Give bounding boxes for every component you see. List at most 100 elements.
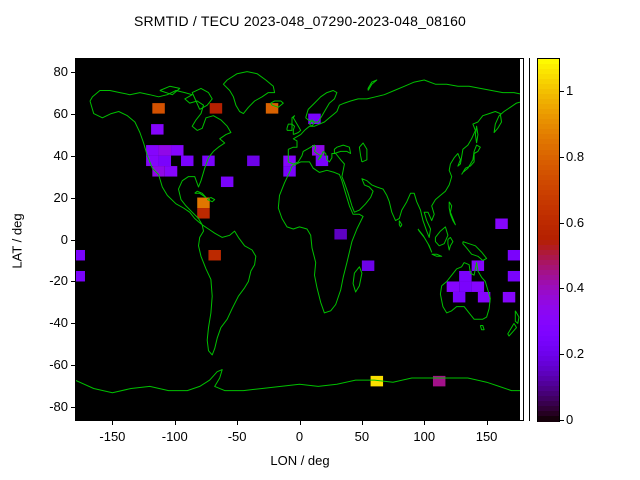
y-tick-mark (71, 113, 75, 115)
y-tick-label: 40 (53, 147, 68, 163)
colorbar-segment (538, 240, 559, 246)
y-tick-mark (71, 155, 75, 157)
colorbar-tick-label: 0.2 (566, 346, 585, 362)
colorbar-segment (538, 285, 559, 291)
colorbar-segment (538, 234, 559, 241)
heatmap-cell (197, 197, 210, 209)
heatmap-cell (146, 145, 159, 156)
heatmap-cell (158, 155, 172, 167)
colorbar-tick-label: 1 (566, 82, 574, 98)
x-tick-label: 0 (295, 429, 304, 444)
x-tick-label: 100 (413, 429, 436, 444)
coastline (398, 220, 403, 228)
coastline (194, 190, 207, 198)
coastline (277, 161, 364, 314)
colorbar-segment (538, 255, 559, 261)
x-tick-mark (237, 421, 239, 425)
heatmap-cell (181, 155, 194, 167)
heatmap-cell (152, 166, 165, 177)
colorbar-tick-label: 0.6 (566, 214, 585, 230)
colorbar-tick-mark (559, 354, 564, 356)
y-tick-label: -40 (49, 315, 68, 331)
colorbar-segment (538, 119, 559, 126)
heatmap-cell (334, 229, 347, 240)
colorbar-segment (538, 365, 559, 372)
x-tick-label: 50 (354, 429, 370, 444)
coastline (270, 100, 284, 108)
colorbar-segment (538, 199, 559, 206)
coastline (431, 253, 443, 257)
coastline (206, 197, 216, 203)
coastline (286, 123, 293, 131)
heatmap-cell (471, 281, 485, 292)
colorbar-segment (538, 280, 559, 286)
heatmap-cell (75, 249, 85, 261)
coastline (367, 79, 378, 91)
x-tick-label: -150 (99, 429, 126, 444)
x-tick-mark (299, 421, 301, 425)
x-tick-label: 150 (475, 429, 498, 444)
coastline (222, 71, 276, 115)
heatmap-cell (197, 208, 210, 219)
coastline (75, 369, 520, 394)
colorbar-segment (538, 224, 559, 231)
heatmap-cell (171, 145, 184, 156)
colorbar-segment (538, 94, 559, 100)
y-tick-label: 60 (53, 105, 68, 121)
y-tick-label: 0 (60, 231, 68, 247)
colorbar-segment (538, 209, 559, 216)
colorbar-segment (538, 260, 559, 266)
heatmap-cell (265, 103, 279, 114)
colorbar-segment (538, 300, 559, 307)
colorbar-segment (538, 204, 559, 211)
colorbar-segment (538, 129, 559, 136)
colorbar-segment (538, 69, 559, 75)
colorbar-tick-label: 0 (566, 412, 574, 427)
colorbar-segment (538, 164, 559, 171)
colorbar-segment (538, 400, 559, 407)
colorbar-segment (538, 149, 559, 156)
colorbar-segment (538, 250, 559, 256)
coastline (448, 201, 456, 226)
colorbar-segment (538, 275, 559, 281)
coastline (352, 266, 363, 293)
colorbar-tick-mark (559, 156, 564, 158)
coastline (462, 241, 488, 261)
heatmap-cell (471, 260, 485, 271)
colorbar (537, 58, 560, 422)
coastline (358, 142, 368, 163)
y-tick-mark (71, 365, 75, 367)
colorbar-segment (538, 325, 559, 332)
colorbar-segment (538, 179, 559, 186)
colorbar-segment (538, 194, 559, 201)
heatmap-cell (220, 176, 234, 188)
heatmap-cell (202, 155, 215, 167)
coastline (191, 87, 213, 110)
x-axis-label: LON / deg (270, 453, 330, 468)
heatmap-cell (370, 375, 384, 387)
colorbar-segment (538, 265, 559, 271)
heatmap-cell (146, 155, 159, 167)
x-tick-mark (112, 421, 114, 425)
x-tick-mark (424, 421, 426, 425)
colorbar-segment (538, 59, 559, 65)
colorbar-segment (538, 64, 559, 70)
coastline (507, 323, 517, 337)
colorbar-segment (538, 310, 559, 317)
y-tick-label: 80 (53, 63, 68, 79)
colorbar-tick-mark (559, 90, 564, 92)
y-tick-label: 20 (53, 189, 68, 205)
heatmap-cell (247, 155, 260, 167)
coastline (434, 226, 449, 247)
colorbar-segment (538, 320, 559, 327)
colorbar-segment (538, 104, 559, 110)
heatmap-cell (151, 124, 164, 135)
colorbar-segment (538, 315, 559, 322)
colorbar-segment (538, 114, 559, 121)
heatmap-cell (452, 291, 466, 303)
x-tick-mark (174, 421, 176, 425)
coastline (439, 262, 491, 320)
colorbar-segment (538, 390, 559, 397)
heatmap-cell (152, 103, 165, 114)
colorbar-gradient (538, 59, 559, 422)
